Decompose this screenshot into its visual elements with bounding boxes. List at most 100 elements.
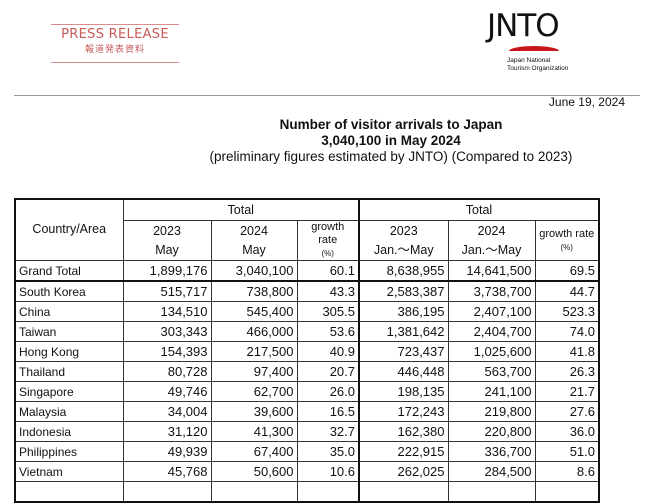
column-header-unit: (%) (321, 249, 334, 258)
column-header-period: May (242, 242, 266, 257)
table-cell (534, 481, 600, 503)
table-cell: 738,800 (210, 280, 298, 302)
table-cell: 217,500 (210, 341, 298, 362)
table-cell: 31,120 (122, 421, 212, 442)
table-row: Malaysia 34,004 39,600 16.5 172,243 219,800 27… (14, 401, 600, 422)
table-cell: 41,300 (210, 421, 298, 442)
table-cell: 39,600 (210, 401, 298, 422)
table-cell: 2,407,100 (447, 301, 536, 322)
group-header-may: Total (122, 198, 360, 221)
group-header-ytd: Total (358, 198, 600, 221)
table-cell: 262,025 (358, 461, 449, 482)
table-row: Thailand 80,728 97,400 20.7 446,448 563,700 26… (14, 361, 600, 382)
table-row: China 134,510 545,400 305.5 386,195 2,407,100… (14, 301, 600, 322)
release-date: June 19, 2024 (548, 95, 625, 109)
press-release-label-jp: 報道発表資料 (84, 44, 145, 54)
country-name: Taiwan (14, 321, 124, 342)
table-cell: 14,641,500 (447, 260, 536, 282)
grand-total-row: Grand Total 1,899,176 3,040,100 60.1 8,638,9… (14, 260, 600, 282)
table-cell: 219,800 (447, 401, 536, 422)
visitor-arrivals-table: Country/Area Total Total 2023 May 2024 May g… (14, 198, 600, 503)
jnto-logo: JNTO Japan National Tourism Organization (487, 10, 582, 72)
table-cell: 2,583,387 (358, 280, 449, 302)
country-name: Indonesia (14, 421, 124, 442)
table-cell: 303,343 (122, 321, 212, 342)
table-cell (358, 481, 449, 503)
table-cell: 51.0 (534, 441, 600, 462)
column-header-year: 2024 (240, 223, 268, 238)
table-row: Singapore 49,746 62,700 26.0 198,135 241,100 2… (14, 381, 600, 402)
table-cell: 284,500 (447, 461, 536, 482)
column-header-unit: (%) (560, 242, 573, 252)
table-row: Philippines 49,939 67,400 35.0 222,915 336,70… (14, 441, 600, 462)
table-cell: 8.6 (534, 461, 600, 482)
country-name: China (14, 301, 124, 322)
table-cell: 36.0 (534, 421, 600, 442)
table-cell: 16.5 (296, 401, 360, 422)
table-cell: 545,400 (210, 301, 298, 322)
table-cell: 222,915 (358, 441, 449, 462)
table-cell: 60.1 (296, 260, 360, 282)
table-cell: 69.5 (534, 260, 600, 282)
table-cell: 10.6 (296, 461, 360, 482)
column-header: 2024 Jan.～May (447, 220, 536, 261)
table-cell: 336,700 (447, 441, 536, 462)
country-header: Country/Area (14, 198, 124, 261)
table-cell (122, 481, 212, 503)
table-row: South Korea 515,717 738,800 43.3 2,583,387 3,… (14, 280, 600, 302)
country-name: Hong Kong (14, 341, 124, 362)
table-cell: 723,437 (358, 341, 449, 362)
table-cell: 154,393 (122, 341, 212, 362)
table-cell: 49,746 (122, 381, 212, 402)
column-header: 2023 Jan.～May (358, 220, 449, 261)
table-cell: 50,600 (210, 461, 298, 482)
title-line1: Number of visitor arrivals to Japan (279, 117, 503, 132)
country-name: Vietnam (14, 461, 124, 482)
table-cell: 43.3 (296, 280, 360, 302)
table-cell: 162,380 (358, 421, 449, 442)
table-cell: 446,448 (358, 361, 449, 382)
table-cell: 305.5 (296, 301, 360, 322)
logo-org-name: Japan National Tourism Organization (507, 57, 568, 73)
table-cell: 134,510 (122, 301, 212, 322)
table-cell: 40.9 (296, 341, 360, 362)
table-cell: 20.7 (296, 361, 360, 382)
table-cell: 3,738,700 (447, 280, 536, 302)
country-name: Thailand (14, 361, 124, 382)
country-name: Philippines (14, 441, 124, 462)
table-cell: 49,939 (122, 441, 212, 462)
table-cell: 386,195 (358, 301, 449, 322)
table-cell: 220,800 (447, 421, 536, 442)
table-cell (296, 481, 360, 503)
table-cell (210, 481, 298, 503)
table-cell: 53.6 (296, 321, 360, 342)
table-cell: 3,040,100 (210, 260, 298, 282)
title-line3: (preliminary figures estimated by JNTO) … (209, 149, 573, 164)
table-cell: 44.7 (534, 280, 600, 302)
column-header: 2024 May (210, 220, 298, 261)
column-header: growth rate (%) (534, 220, 600, 261)
column-header-year: 2024 (477, 223, 506, 238)
table-cell: 27.6 (534, 401, 600, 422)
table-cell: 35.0 (296, 441, 360, 462)
table-cell: 32.7 (296, 421, 360, 442)
column-header: growth rate (%) (296, 220, 360, 261)
column-header-year: 2023 (153, 223, 181, 238)
table-row: Taiwan 303,343 466,000 53.6 1,381,642 2,404,7… (14, 321, 600, 342)
table-cell (14, 481, 124, 503)
country-name: South Korea (14, 280, 124, 302)
table-cell: 515,717 (122, 280, 212, 302)
table-cell: 8,638,955 (358, 260, 449, 282)
title-line2: 3,040,100 in May 2024 (321, 133, 461, 148)
table-cell: 172,243 (358, 401, 449, 422)
logo-sun-arc-icon (509, 46, 559, 51)
table-cell: 563,700 (447, 361, 536, 382)
table-row-partial (14, 481, 600, 503)
table-cell: 80,728 (122, 361, 212, 382)
table-cell: 1,899,176 (122, 260, 212, 282)
column-header: 2023 May (122, 220, 212, 261)
header-divider (14, 95, 640, 96)
column-header-title: growth rate (311, 221, 345, 246)
column-header-period: Jan.～May (461, 242, 522, 257)
table-cell: 21.7 (534, 381, 600, 402)
